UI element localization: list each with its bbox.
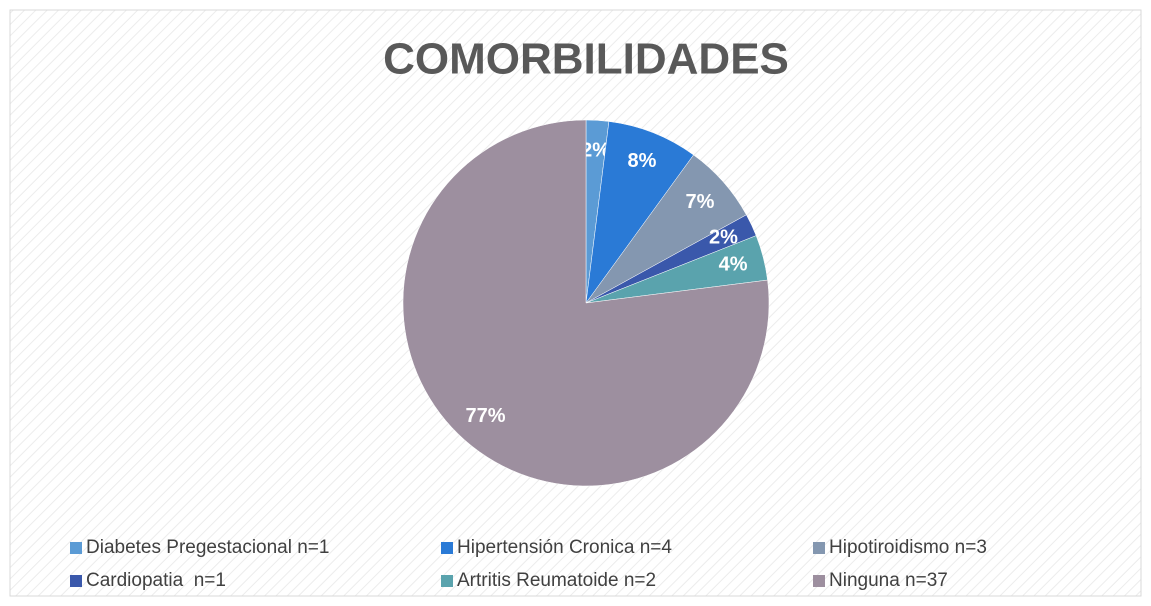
pie: 2% 8% 7% 2% 4% 77% bbox=[402, 119, 770, 487]
legend-label: Cardiopatia n=1 bbox=[86, 570, 226, 591]
data-label: 2% bbox=[709, 227, 738, 249]
legend-label: Artritis Reumatoide n=2 bbox=[457, 570, 656, 591]
pie-slice bbox=[402, 119, 770, 487]
data-label: 77% bbox=[466, 405, 506, 427]
legend-label: Ninguna n=37 bbox=[829, 570, 948, 591]
legend-label: Diabetes Pregestacional n=1 bbox=[86, 537, 329, 558]
legend-swatch bbox=[70, 575, 82, 587]
chart-title: COMORBILIDADES bbox=[383, 35, 789, 84]
data-label: 8% bbox=[627, 150, 656, 172]
data-label: 4% bbox=[719, 254, 748, 276]
legend-swatch bbox=[70, 542, 82, 554]
legend-label: Hipertensión Cronica n=4 bbox=[457, 537, 672, 558]
legend-swatch bbox=[441, 575, 453, 587]
pie-slice bbox=[585, 121, 694, 304]
legend-swatch bbox=[441, 542, 453, 554]
legend-label: Hipotiroidismo n=3 bbox=[829, 537, 987, 558]
legend: Diabetes Pregestacional n=1 Hipertensión … bbox=[70, 537, 987, 591]
data-label: 7% bbox=[685, 191, 714, 213]
legend-swatch bbox=[813, 575, 825, 587]
data-label: 2% bbox=[581, 140, 610, 162]
legend-swatch bbox=[813, 542, 825, 554]
